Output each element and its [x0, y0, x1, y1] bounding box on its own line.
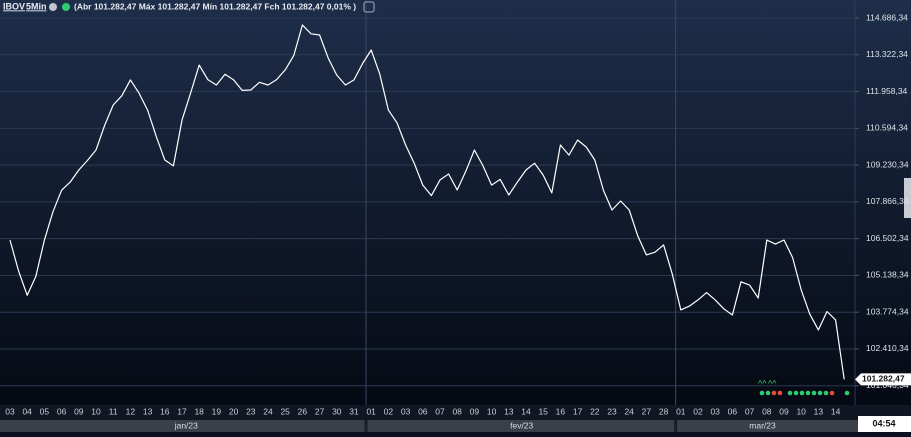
x-tick-label: 17 [177, 406, 187, 416]
x-tick-label: 23 [246, 406, 256, 416]
x-tick-label: 14 [521, 406, 531, 416]
status-icon [62, 3, 70, 11]
x-tick-label: 06 [57, 406, 67, 416]
x-tick-label: 14 [831, 406, 841, 416]
close-icon[interactable] [49, 3, 57, 11]
x-tick-label: 07 [435, 406, 445, 416]
x-tick-label: 10 [796, 406, 806, 416]
y-tick-label: 109.230,34 [866, 159, 909, 169]
symbol[interactable]: IBOV [3, 1, 25, 11]
x-tick-label: 06 [418, 406, 428, 416]
y-tick-label: 106.502,34 [866, 233, 909, 243]
month-label: fev/23 [510, 420, 533, 430]
event-dot [844, 390, 850, 396]
y-tick-label: 114.686,34 [866, 12, 908, 22]
x-tick-label: 09 [470, 406, 480, 416]
x-tick-label: 08 [452, 406, 462, 416]
x-tick-label: 02 [693, 406, 703, 416]
x-tick-label: 22 [590, 406, 600, 416]
x-tick-label: 24 [624, 406, 634, 416]
x-tick-label: 03 [710, 406, 720, 416]
y-tick-label: 102.410,34 [866, 343, 909, 353]
event-dot [805, 390, 811, 396]
x-tick-label: 18 [194, 406, 204, 416]
clock-box [858, 416, 911, 432]
y-tick-label: 113.322,34 [866, 49, 908, 59]
month-label: mar/23 [749, 420, 776, 430]
interval[interactable]: 5Min [26, 1, 47, 11]
x-tick-label: 28 [659, 406, 669, 416]
up-marker: ^^ [758, 378, 767, 388]
y-tick-label: 111.958,34 [866, 86, 908, 96]
x-tick-label: 10 [487, 406, 497, 416]
month-strip [0, 420, 911, 432]
x-tick-label: 02 [384, 406, 394, 416]
x-tick-label: 30 [332, 406, 342, 416]
x-tick-label: 27 [642, 406, 652, 416]
x-tick-label: 01 [366, 406, 376, 416]
ohlc-text: (Abr 101.282,47 Máx 101.282,47 Mín 101.2… [74, 1, 356, 11]
x-tick-label: 11 [109, 406, 118, 416]
event-markers: ^^ ^^ [758, 378, 850, 396]
y-tick-label: 110.594,34 [866, 123, 908, 133]
x-tick-label: 01 [676, 406, 686, 416]
event-dot [759, 390, 765, 396]
event-dot [793, 390, 799, 396]
event-dot [823, 390, 829, 396]
last-price-label: 101.282,47 [862, 374, 905, 384]
x-tick-label: 13 [504, 406, 514, 416]
up-marker: ^^ [768, 378, 777, 388]
y-tick-label: 107.866,34 [866, 196, 909, 206]
x-tick-label: 13 [814, 406, 824, 416]
event-dot [787, 390, 793, 396]
month-label: jan/23 [174, 420, 198, 430]
add-button[interactable] [363, 1, 375, 13]
x-tick-label: 03 [401, 406, 411, 416]
y-tick-label: 103.774,34 [866, 306, 909, 316]
x-tick-label: 05 [40, 406, 50, 416]
x-axis-strip [0, 405, 911, 420]
x-tick-label: 15 [538, 406, 548, 416]
x-tick-label: 09 [779, 406, 789, 416]
x-tick-label: 26 [298, 406, 308, 416]
x-tick-label: 27 [315, 406, 325, 416]
x-tick-label: 16 [160, 406, 170, 416]
event-dot [817, 390, 823, 396]
x-tick-label: 20 [229, 406, 239, 416]
last-price-tag [855, 373, 911, 386]
event-dot [811, 390, 817, 396]
price-line [9, 24, 845, 380]
x-tick-label: 23 [607, 406, 617, 416]
x-tick-label: 10 [91, 406, 101, 416]
x-tick-label: 13 [143, 406, 153, 416]
x-tick-label: 25 [280, 406, 290, 416]
x-tick-label: 04 [22, 406, 32, 416]
event-dot [765, 390, 771, 396]
x-tick-label: 24 [263, 406, 273, 416]
x-tick-label: 06 [728, 406, 738, 416]
x-tick-label: 17 [573, 406, 583, 416]
side-handle[interactable] [904, 178, 911, 218]
x-tick-label: 09 [74, 406, 84, 416]
x-tick-label: 31 [349, 406, 359, 416]
x-tick-label: 03 [5, 406, 15, 416]
x-tick-label: 19 [212, 406, 222, 416]
x-tick-label: 12 [126, 406, 136, 416]
event-dot [771, 390, 777, 396]
y-tick-label: 105.138,34 [866, 270, 909, 280]
x-tick-label: 08 [762, 406, 772, 416]
x-tick-label: 07 [745, 406, 755, 416]
event-dot [829, 390, 835, 396]
clock: 04:54 [872, 418, 895, 428]
event-dot [777, 390, 783, 396]
x-tick-label: 16 [556, 406, 566, 416]
event-dot [799, 390, 805, 396]
plot-background [0, 0, 911, 405]
